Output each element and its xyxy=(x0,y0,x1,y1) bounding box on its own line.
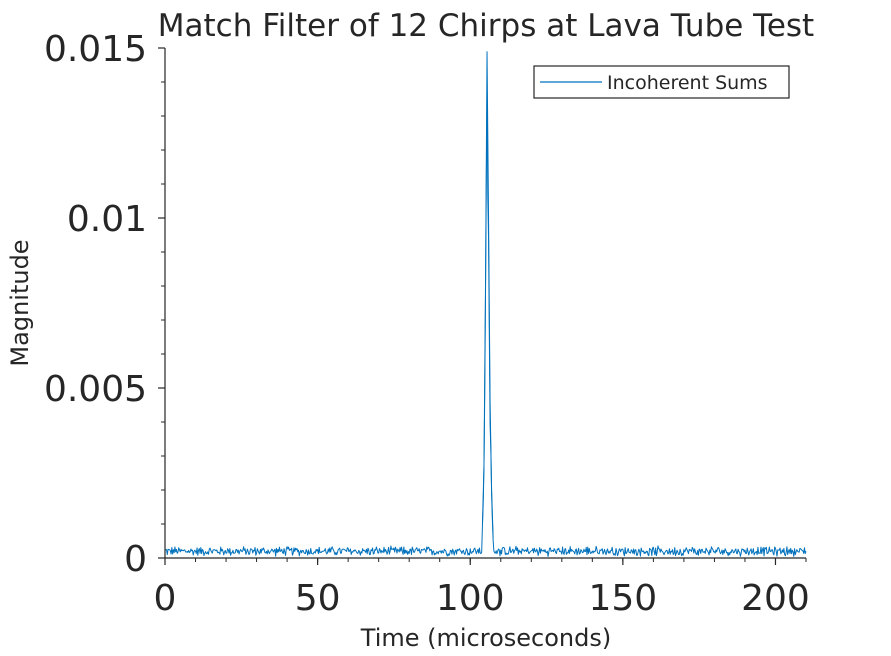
y-tick-label: 0.015 xyxy=(44,29,147,70)
y-ticks xyxy=(158,47,165,559)
x-tick-labels: 0 50 100 150 200 xyxy=(154,578,810,619)
y-tick-label: 0.01 xyxy=(67,199,147,240)
x-tick-label: 0 xyxy=(154,578,177,619)
x-tick-label: 100 xyxy=(436,578,505,619)
x-tick-label: 200 xyxy=(741,578,810,619)
legend: Incoherent Sums xyxy=(533,65,790,99)
x-tick-label: 150 xyxy=(588,578,657,619)
chart-title: Match Filter of 12 Chirps at Lava Tube T… xyxy=(158,8,814,44)
y-axis-label: Magnitude xyxy=(6,239,34,366)
y-tick-label: 0 xyxy=(124,539,147,580)
x-axis-label: Time (microseconds) xyxy=(360,624,611,652)
x-ticks xyxy=(164,558,807,565)
x-tick-label: 50 xyxy=(295,578,341,619)
y-tick-label: 0.005 xyxy=(44,369,147,410)
series-peak xyxy=(481,51,494,538)
y-tick-labels: 0 0.005 0.01 0.015 xyxy=(44,29,147,580)
plot-area xyxy=(164,51,807,557)
legend-label: Incoherent Sums xyxy=(607,72,768,94)
